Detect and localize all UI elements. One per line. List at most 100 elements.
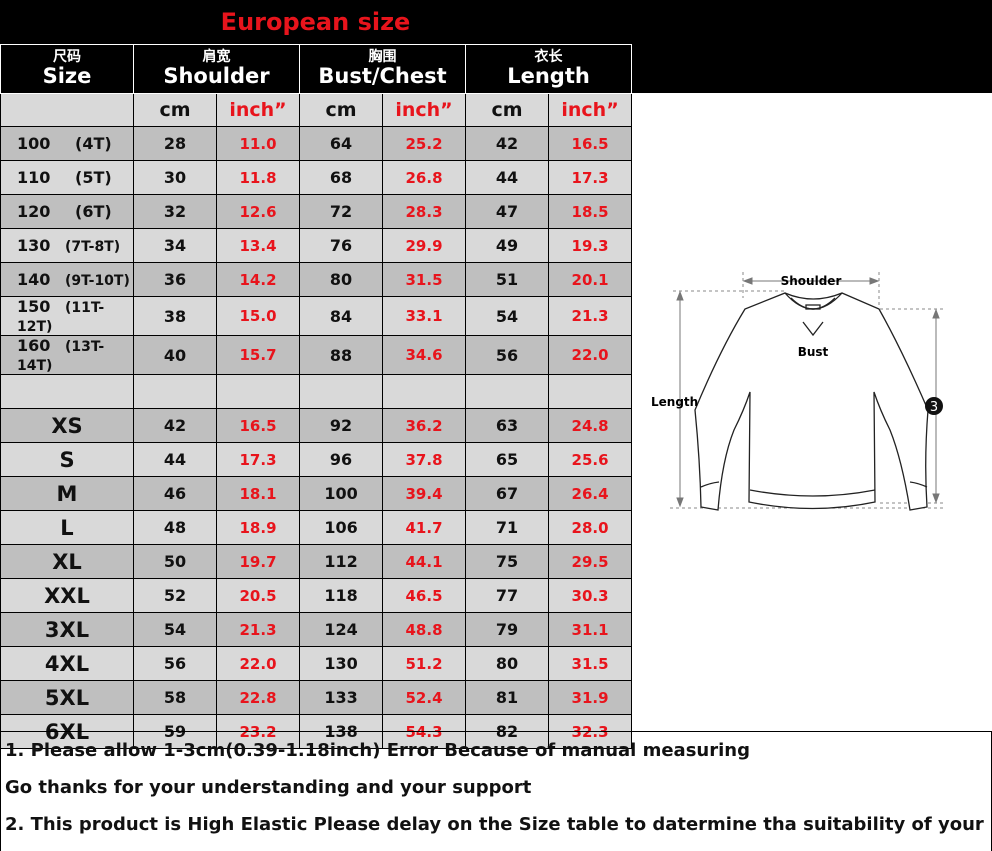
shoulder-inch: 17.3 <box>215 442 301 477</box>
label-length: Length <box>651 395 698 409</box>
shoulder-inch: 15.7 <box>215 335 301 375</box>
sweater-outline <box>694 292 929 511</box>
length-cm: 42 <box>465 126 550 161</box>
bust-cm: 100 <box>299 476 384 511</box>
size-age: (7T-8T) <box>65 239 121 255</box>
bust-cm: 106 <box>299 510 384 545</box>
shoulder-cm: 44 <box>133 442 217 477</box>
bust-cm: 76 <box>299 228 384 263</box>
header-size: 尺码 Size <box>0 44 134 94</box>
shoulder-inch: 15.0 <box>215 296 301 336</box>
size-cell: 160 (13T-14T) <box>0 335 134 375</box>
shoulder-inch: 20.5 <box>215 578 301 613</box>
header-en: Bust/Chest <box>318 64 447 89</box>
header-en: Size <box>42 64 92 89</box>
bust-inch: 39.4 <box>382 476 467 511</box>
bust-inch <box>382 374 467 409</box>
size-age: (5T) <box>75 168 112 187</box>
size-age: (6T) <box>75 202 112 221</box>
shoulder-inch: 11.0 <box>215 126 301 161</box>
size-cell: M <box>0 476 134 511</box>
shoulder-cm: 34 <box>133 228 217 263</box>
table-row: 100 (4T) 28 11.0 64 25.2 42 16.5 <box>0 126 633 161</box>
size-cell: 4XL <box>0 646 134 681</box>
length-cm: 49 <box>465 228 550 263</box>
bust-cm: 133 <box>299 680 384 715</box>
shoulder-inch: 13.4 <box>215 228 301 263</box>
length-inch: 30.3 <box>548 578 633 613</box>
size-cell: XXL <box>0 578 134 613</box>
size-age: (4T) <box>75 134 112 153</box>
length-inch: 26.4 <box>548 476 633 511</box>
length-cm <box>465 374 550 409</box>
size-table: 尺码 Size 肩宽 Shoulder 胸围 Bust/Chest 衣长 Length … <box>0 44 633 749</box>
length-inch: 16.5 <box>548 126 633 161</box>
header-shoulder: 肩宽 Shoulder <box>132 44 301 94</box>
unit-cm: cm <box>465 93 550 127</box>
bust-cm: 112 <box>299 544 384 579</box>
length-inch: 17.3 <box>548 160 633 195</box>
header-cn: 胸围 <box>368 48 397 65</box>
shoulder-inch: 16.5 <box>215 408 301 443</box>
length-inch: 18.5 <box>548 194 633 229</box>
bust-cm <box>299 374 384 409</box>
table-row: 5XL 58 22.8 133 52.4 81 31.9 <box>0 680 633 715</box>
shoulder-cm: 38 <box>133 296 217 336</box>
bust-inch: 26.8 <box>382 160 467 195</box>
length-cm: 65 <box>465 442 550 477</box>
bust-inch: 44.1 <box>382 544 467 579</box>
header-en: Length <box>507 64 590 89</box>
size-cell: L <box>0 510 134 545</box>
shoulder-cm: 42 <box>133 408 217 443</box>
table-row: XL 50 19.7 112 44.1 75 29.5 <box>0 544 633 579</box>
bust-cm: 124 <box>299 612 384 647</box>
shoulder-inch: 18.9 <box>215 510 301 545</box>
length-inch: 31.9 <box>548 680 633 715</box>
bust-inch: 48.8 <box>382 612 467 647</box>
bust-cm: 92 <box>299 408 384 443</box>
length-inch: 24.8 <box>548 408 633 443</box>
label-bust: Bust <box>798 345 829 359</box>
header-cn: 衣长 <box>534 48 563 65</box>
shoulder-inch: 21.3 <box>215 612 301 647</box>
size-age: (11T-12T) <box>17 300 105 335</box>
bust-cm: 68 <box>299 160 384 195</box>
shoulder-cm: 46 <box>133 476 217 511</box>
marker-circle-icon <box>925 397 943 415</box>
table-row: 120 (6T) 32 12.6 72 28.3 47 18.5 <box>0 194 633 229</box>
bust-cm: 84 <box>299 296 384 336</box>
length-cm: 75 <box>465 544 550 579</box>
length-inch: 19.3 <box>548 228 633 263</box>
size-age: (9T-10T) <box>65 273 130 289</box>
table-row: 4XL 56 22.0 130 51.2 80 31.5 <box>0 646 633 681</box>
shoulder-cm: 36 <box>133 262 217 297</box>
spacer-row <box>0 374 633 409</box>
length-cm: 71 <box>465 510 550 545</box>
shoulder-cm: 40 <box>133 335 217 375</box>
bust-inch: 46.5 <box>382 578 467 613</box>
size-cell: XS <box>0 408 134 443</box>
chart-title: European size <box>220 8 411 36</box>
size-number: 120 <box>17 202 51 221</box>
bust-inch: 25.2 <box>382 126 467 161</box>
table-row: XXL 52 20.5 118 46.5 77 30.3 <box>0 578 633 613</box>
length-cm: 54 <box>465 296 550 336</box>
header-cn: 尺码 <box>53 48 81 65</box>
header-row: 尺码 Size 肩宽 Shoulder 胸围 Bust/Chest 衣长 Length <box>0 44 633 94</box>
length-inch: 20.1 <box>548 262 633 297</box>
shoulder-inch: 11.8 <box>215 160 301 195</box>
size-cell: 150 (11T-12T) <box>0 296 134 336</box>
bust-inch: 28.3 <box>382 194 467 229</box>
length-inch: 28.0 <box>548 510 633 545</box>
length-inch: 21.3 <box>548 296 633 336</box>
size-cell: 100 (4T) <box>0 126 134 161</box>
unit-inch: inch” <box>382 93 467 127</box>
bust-cm: 80 <box>299 262 384 297</box>
shoulder-cm: 50 <box>133 544 217 579</box>
length-cm: 77 <box>465 578 550 613</box>
table-row: 150 (11T-12T) 38 15.0 84 33.1 54 21.3 <box>0 296 633 336</box>
shoulder-cm: 30 <box>133 160 217 195</box>
bust-inch: 51.2 <box>382 646 467 681</box>
label-shoulder: Shoulder <box>781 274 842 288</box>
sweater-diagram: Shoulder Bust Length 3 <box>651 272 945 511</box>
